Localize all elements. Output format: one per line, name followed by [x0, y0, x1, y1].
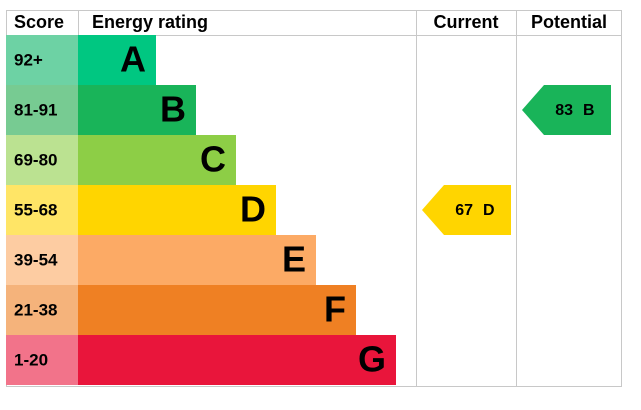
score-range: 69-80: [14, 150, 57, 169]
score-cell: [6, 35, 78, 85]
rating-bar: [78, 335, 396, 385]
rating-bar: [78, 35, 156, 85]
score-range: 39-54: [14, 250, 58, 269]
rating-letter: D: [240, 189, 266, 230]
rating-letter: F: [324, 289, 346, 330]
score-cell: [6, 235, 78, 285]
rating-letter: A: [120, 39, 146, 80]
rating-bar: [78, 85, 196, 135]
score-cell: [6, 335, 78, 385]
rating-letter: B: [160, 89, 186, 130]
header-potential: Potential: [531, 12, 607, 32]
score-range: 1-20: [14, 350, 48, 369]
rating-bar: [78, 135, 236, 185]
score-cell: [6, 285, 78, 335]
rating-bar: [78, 185, 276, 235]
rating-letter: E: [282, 239, 306, 280]
potential-value: 83: [555, 102, 573, 119]
score-range: 92+: [14, 50, 43, 69]
current-value: 67: [455, 202, 473, 219]
score-cell: [6, 185, 78, 235]
score-range: 21-38: [14, 300, 57, 319]
rating-letter: C: [200, 139, 226, 180]
rating-letter: G: [358, 339, 386, 380]
score-range: 55-68: [14, 200, 57, 219]
score-cell: [6, 85, 78, 135]
current-arrow: [422, 185, 511, 235]
potential-arrow: [522, 85, 611, 135]
current-letter: D: [483, 202, 495, 219]
header-current: Current: [433, 12, 498, 32]
rating-bar: [78, 235, 316, 285]
header-rating: Energy rating: [92, 12, 208, 32]
rating-bar: [78, 285, 356, 335]
potential-letter: B: [583, 102, 595, 119]
score-range: 81-91: [14, 100, 57, 119]
header-score: Score: [14, 12, 64, 32]
score-cell: [6, 135, 78, 185]
